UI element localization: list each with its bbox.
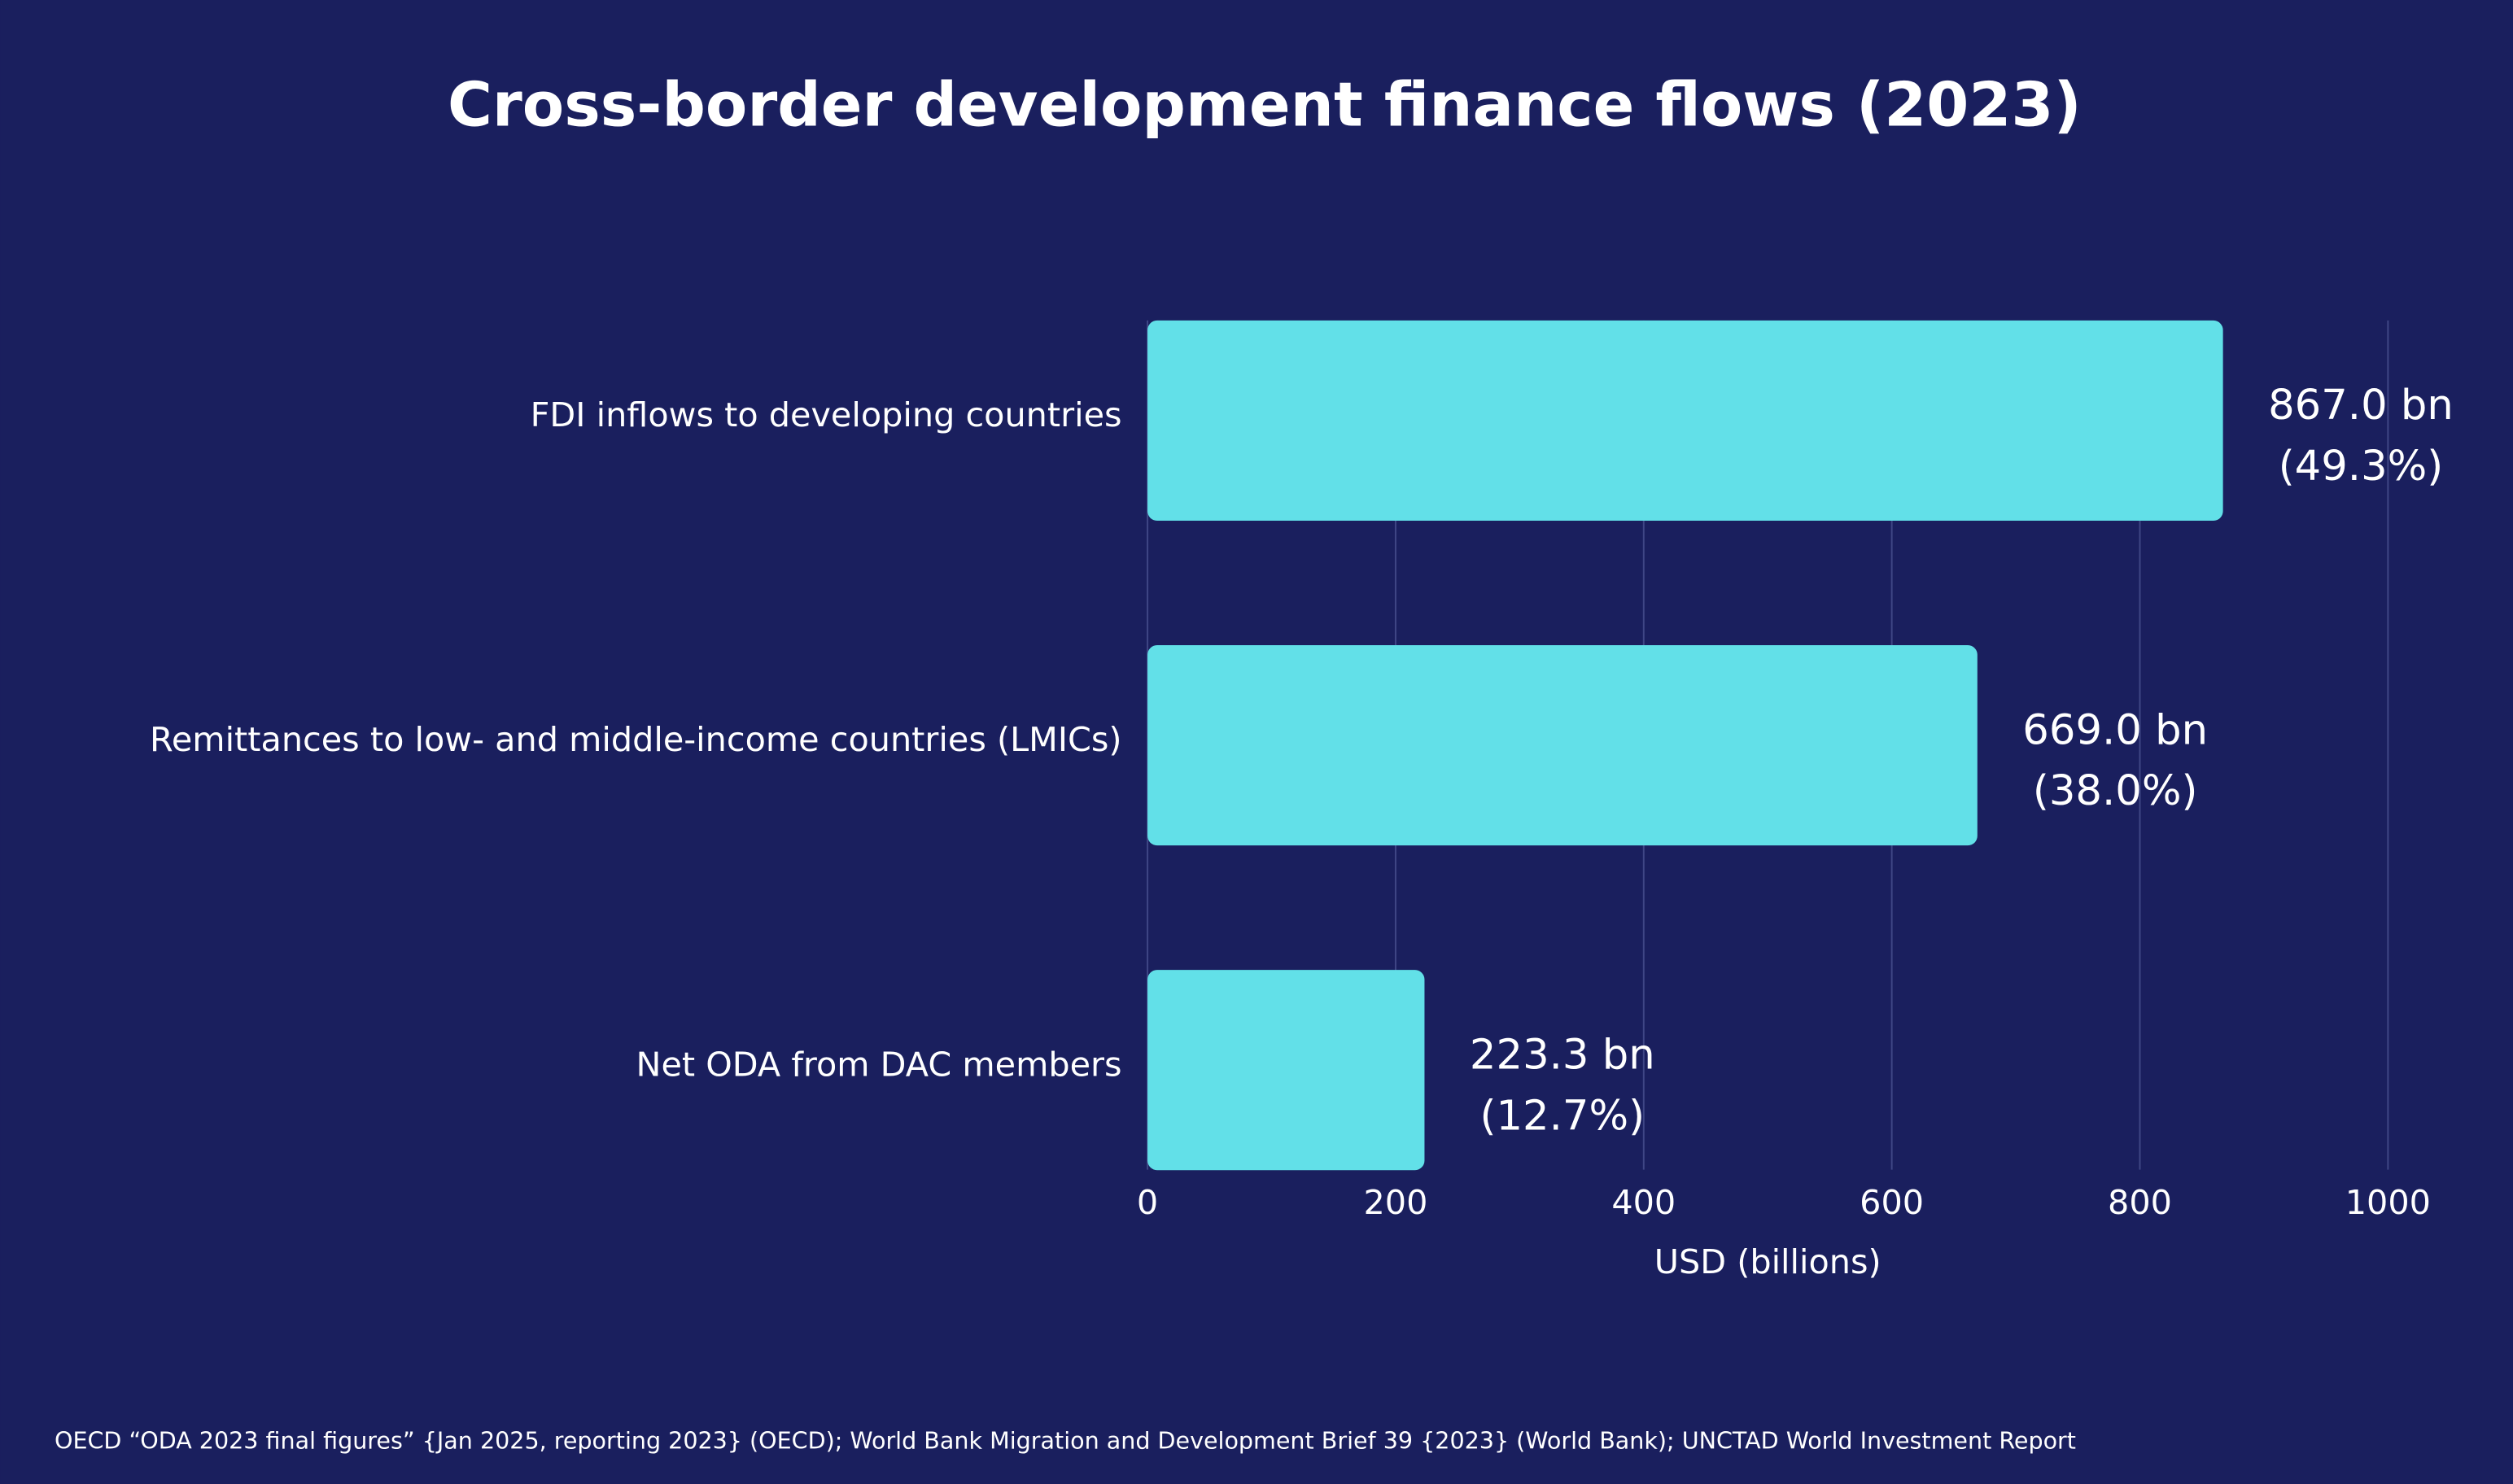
category-label: Net ODA from DAC members: [636, 1045, 1122, 1084]
category-label: FDI inflows to developing countries: [531, 395, 1122, 434]
x-tick-label: 600: [1860, 1183, 1924, 1222]
share-label: (12.7%): [1480, 1091, 1645, 1140]
bar: [1147, 970, 1425, 1171]
category-label: Remittances to low- and middle-income co…: [150, 720, 1122, 759]
chart-title: Cross-border development finance flows (…: [448, 69, 2082, 140]
source-note: OECD “ODA 2023 final figures” {Jan 2025,…: [55, 1426, 2076, 1454]
value-label: 223.3 bn: [1470, 1030, 1655, 1079]
x-axis-label: USD (billions): [1654, 1242, 1881, 1281]
value-label: 669.0 bn: [2022, 705, 2208, 754]
value-label: 867.0 bn: [2268, 381, 2454, 430]
bar: [1147, 320, 2223, 522]
x-tick-label: 800: [2108, 1183, 2172, 1222]
x-tick-label: 400: [1611, 1183, 1676, 1222]
x-tick-label: 0: [1137, 1183, 1158, 1222]
share-label: (38.0%): [2033, 766, 2198, 815]
x-tick-label: 200: [1363, 1183, 1427, 1222]
bar: [1147, 644, 1978, 846]
share-label: (49.3%): [2279, 442, 2444, 491]
x-tick-label: 1000: [2345, 1183, 2431, 1222]
